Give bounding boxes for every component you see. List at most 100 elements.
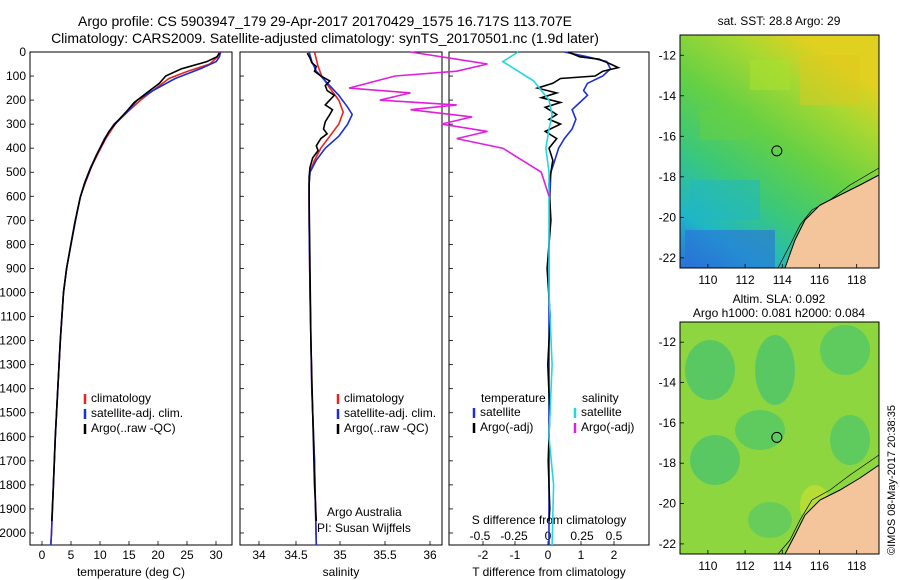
y-tick-label: 300 xyxy=(6,117,26,131)
y-tick-label: 0 xyxy=(19,45,26,59)
legend-label: satellite xyxy=(480,405,521,419)
x-axis-label: salinity xyxy=(323,565,360,579)
series-line-salinity-2 xyxy=(306,52,336,522)
y-tick-label: 600 xyxy=(6,189,26,203)
y-tick-label: 1500 xyxy=(0,406,26,420)
map-y-tick-label: -20 xyxy=(659,210,677,224)
series-line-salinity-1 xyxy=(308,51,354,546)
x-tick-label: -2 xyxy=(478,548,489,562)
x-tick-label: 0 xyxy=(545,548,552,562)
y-tick-label: 800 xyxy=(6,237,26,251)
y-tick-label: 100 xyxy=(6,69,26,83)
x-tick-label: 35.5 xyxy=(373,548,397,562)
legend-title: temperature xyxy=(481,391,546,405)
x-tick-label: 15 xyxy=(122,548,136,562)
map-x-tick-label: 114 xyxy=(773,559,792,573)
map-y-tick-label: -14 xyxy=(659,89,677,103)
chart-title-line1: Argo profile: CS 5903947_179 29-Apr-2017… xyxy=(77,13,573,29)
x-axis-label: T difference from climatology xyxy=(472,565,626,579)
legend-title: salinity xyxy=(582,391,619,405)
series-line-temperature-0 xyxy=(50,51,221,546)
map-y-tick-label: -18 xyxy=(659,456,677,470)
y-tick-label: 1800 xyxy=(0,478,26,492)
x-axis-label: temperature (deg C) xyxy=(77,565,185,579)
plot-frame-1 xyxy=(29,51,233,546)
x-tick-label: 10 xyxy=(93,548,107,562)
y-tick-label: 400 xyxy=(6,141,26,155)
y-tick-label: 700 xyxy=(6,213,26,227)
legend-label: climatology xyxy=(91,391,151,405)
y-tick-label: 500 xyxy=(6,165,26,179)
x-tick-label: 30 xyxy=(209,548,223,562)
map-x-tick-label: 116 xyxy=(810,559,829,573)
map-subtitle: Argo h1000: 0.081 h2000: 0.084 xyxy=(693,306,865,320)
map-y-tick-label: -22 xyxy=(659,251,677,265)
x-tick-label-secondary: -0.5 xyxy=(470,529,491,543)
x-tick-label: 5 xyxy=(68,548,75,562)
legend-label: Argo(..raw -QC) xyxy=(91,421,176,435)
map-y-tick-label: -22 xyxy=(659,537,677,551)
legend-label: satellite-adj. clim. xyxy=(91,406,183,420)
map-y-tick-label: -16 xyxy=(659,129,677,143)
x-tick-label: 1 xyxy=(578,548,585,562)
y-tick-label: 1100 xyxy=(0,310,26,324)
y-tick-label: 1400 xyxy=(0,382,26,396)
x-tick-label-secondary: 0.25 xyxy=(570,529,594,543)
map-y-tick-label: -14 xyxy=(659,376,677,390)
y-tick-label: 1900 xyxy=(0,502,26,516)
x-tick-label: 0 xyxy=(39,548,46,562)
y-tick-label: 1600 xyxy=(0,430,26,444)
map-y-tick-label: -12 xyxy=(659,335,677,349)
x-tick-label: 25 xyxy=(180,548,194,562)
legend-label: climatology xyxy=(344,391,404,405)
series-line-temperature-2 xyxy=(51,52,221,522)
x-tick-label: -1 xyxy=(510,548,521,562)
map-x-tick-label: 118 xyxy=(847,559,866,573)
sst-map-background xyxy=(680,35,879,268)
argo-position-marker xyxy=(771,145,783,157)
legend-label: Argo(-adj) xyxy=(480,420,533,434)
footer-credit: ©IMOS 08-May-2017 20:38:35 xyxy=(886,405,898,555)
y-tick-label: 900 xyxy=(6,261,26,275)
y-tick-label: 1200 xyxy=(0,334,26,348)
x-tick-label: 34 xyxy=(252,548,266,562)
series-line-differences-2 xyxy=(501,51,555,546)
annotation-text: Argo Australia xyxy=(327,505,402,519)
legend-label: Argo(..raw -QC) xyxy=(344,421,429,435)
series-line-temperature-1 xyxy=(50,51,222,546)
map-title: sat. SST: 28.8 Argo: 29 xyxy=(718,14,841,28)
legend-label: Argo(-adj) xyxy=(581,420,634,434)
annotation-text: PI: Susan Wijffels xyxy=(317,521,411,535)
map-x-tick-label: 118 xyxy=(847,273,866,287)
x-tick-label: 2 xyxy=(611,548,618,562)
x-tick-label: 36 xyxy=(423,548,437,562)
y-tick-label: 1300 xyxy=(0,358,26,372)
map-x-tick-label: 112 xyxy=(736,559,755,573)
x-tick-label-secondary: 0 xyxy=(545,529,552,543)
map-title: Altim. SLA: 0.092 xyxy=(733,292,826,306)
legend-label: satellite xyxy=(581,405,622,419)
map-x-tick-label: 112 xyxy=(736,273,755,287)
y-tick-label: 200 xyxy=(6,93,26,107)
map-frame-1 xyxy=(679,34,880,269)
chart-title-line2: Climatology: CARS2009. Satellite-adjuste… xyxy=(51,30,599,46)
x-tick-label: 34.5 xyxy=(284,548,308,562)
plot-frame-2 xyxy=(239,51,443,546)
x-tick-label: 35 xyxy=(333,548,347,562)
map-x-tick-label: 110 xyxy=(698,559,717,573)
legend-label: satellite-adj. clim. xyxy=(344,406,436,420)
map-y-tick-label: -20 xyxy=(659,497,677,511)
map-x-tick-label: 116 xyxy=(810,273,829,287)
map-frame-2 xyxy=(679,321,880,555)
map-x-tick-label: 110 xyxy=(698,273,717,287)
series-line-differences-3 xyxy=(348,51,550,197)
x-tick-label: 20 xyxy=(151,548,165,562)
x-tick-label-secondary: -0.25 xyxy=(500,529,528,543)
y-tick-label: 2000 xyxy=(0,526,26,540)
x-tick-label-secondary: 0.5 xyxy=(606,529,623,543)
argo-position-marker xyxy=(771,431,783,443)
map-y-tick-label: -12 xyxy=(659,48,677,62)
map-x-tick-label: 114 xyxy=(773,273,792,287)
sla-map-background xyxy=(680,322,879,554)
